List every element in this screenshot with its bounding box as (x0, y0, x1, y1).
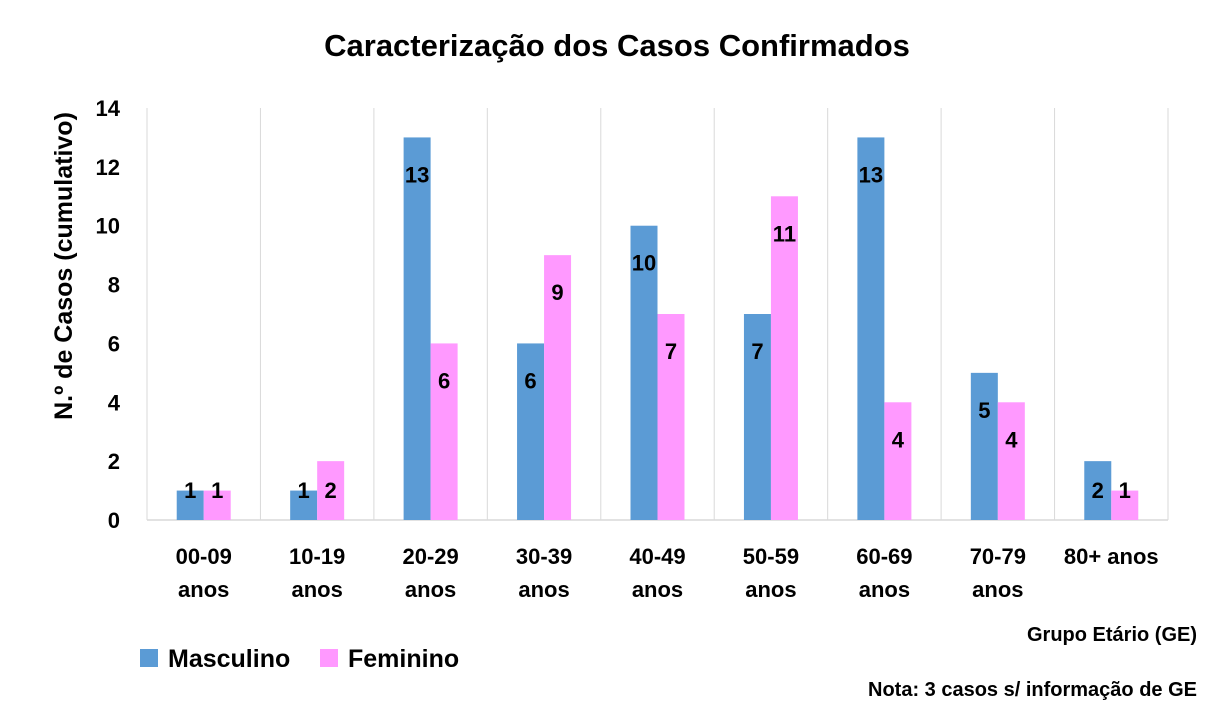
bar-feminino (317, 461, 345, 520)
bar-feminino (657, 314, 685, 520)
legend-swatch-feminino (320, 649, 338, 667)
data-label: 1 (211, 478, 223, 503)
x-tick-label: 50-59 (743, 544, 799, 569)
data-label: 1 (184, 478, 196, 503)
bar-masculino (1084, 461, 1112, 520)
y-tick-label: 2 (108, 449, 120, 474)
data-label: 9 (551, 280, 563, 305)
chart-title: Caracterização dos Casos Confirmados (324, 28, 910, 63)
y-tick-label: 8 (108, 273, 120, 298)
bar-feminino (770, 196, 798, 521)
x-tick-label: 40-49 (629, 544, 685, 569)
data-label: 13 (405, 162, 429, 187)
x-tick-label: 80+ anos (1064, 544, 1159, 569)
y-axis-label: N.º de Casos (cumulativo) (50, 112, 78, 420)
bar-feminino (1111, 490, 1139, 520)
y-tick-label: 10 (96, 214, 120, 239)
bar-feminino (544, 255, 572, 520)
x-tick-label: 00-09 (176, 544, 232, 569)
data-label: 6 (438, 368, 450, 393)
x-tick-label: anos (291, 577, 342, 602)
data-label: 11 (773, 221, 796, 246)
bar-feminino (884, 402, 912, 520)
data-label: 7 (751, 339, 763, 364)
data-label: 2 (1092, 478, 1104, 503)
x-tick-label: anos (745, 577, 796, 602)
y-tick-label: 4 (108, 390, 121, 415)
bar-masculino (743, 314, 771, 520)
x-category-labels: 00-09 anos 10-19 anos 20-29 anos 30-39 anos 40-4… (176, 544, 1159, 602)
x-tick-label: 70-79 (970, 544, 1026, 569)
x-tick-label: anos (178, 577, 229, 602)
bar-masculino (176, 490, 204, 520)
data-label: 4 (1005, 427, 1018, 452)
y-tick-label: 12 (96, 155, 120, 180)
legend: Masculino Feminino (140, 645, 459, 673)
y-tick-labels: 0 2 4 6 8 10 12 14 (96, 96, 121, 533)
data-label: 10 (632, 251, 656, 276)
legend-label-feminino: Feminino (348, 645, 459, 673)
data-label: 13 (859, 162, 883, 187)
data-label: 6 (524, 368, 536, 393)
x-tick-label: 20-29 (402, 544, 458, 569)
x-tick-label: 30-39 (516, 544, 572, 569)
data-label: 7 (665, 339, 677, 364)
data-label: 4 (892, 427, 905, 452)
data-label: 1 (298, 478, 310, 503)
bar-feminino (997, 402, 1025, 520)
legend-label-masculino: Masculino (168, 645, 290, 673)
x-tick-label: anos (518, 577, 569, 602)
x-tick-label: anos (632, 577, 683, 602)
data-label: 2 (325, 478, 337, 503)
bar-masculino (857, 137, 885, 520)
x-tick-label: 10-19 (289, 544, 345, 569)
bar-masculino (403, 137, 431, 520)
x-tick-label: anos (405, 577, 456, 602)
x-tick-label: anos (972, 577, 1023, 602)
x-axis-label: Grupo Etário (GE) (1027, 624, 1197, 646)
y-tick-label: 14 (96, 96, 121, 121)
y-tick-label: 6 (108, 331, 120, 356)
bar-masculino (290, 490, 318, 520)
bar-masculino (630, 225, 658, 520)
bar-feminino (430, 343, 458, 520)
x-tick-label: anos (859, 577, 910, 602)
bar-masculino (517, 343, 545, 520)
bar-masculino (970, 372, 998, 520)
bar-feminino (203, 490, 231, 520)
y-tick-label: 0 (108, 508, 120, 533)
data-label: 1 (1119, 478, 1131, 503)
x-tick-label: 60-69 (856, 544, 912, 569)
data-label: 5 (978, 398, 990, 423)
chart-note: Nota: 3 casos s/ informação de GE (868, 679, 1197, 701)
legend-swatch-masculino (140, 649, 158, 667)
